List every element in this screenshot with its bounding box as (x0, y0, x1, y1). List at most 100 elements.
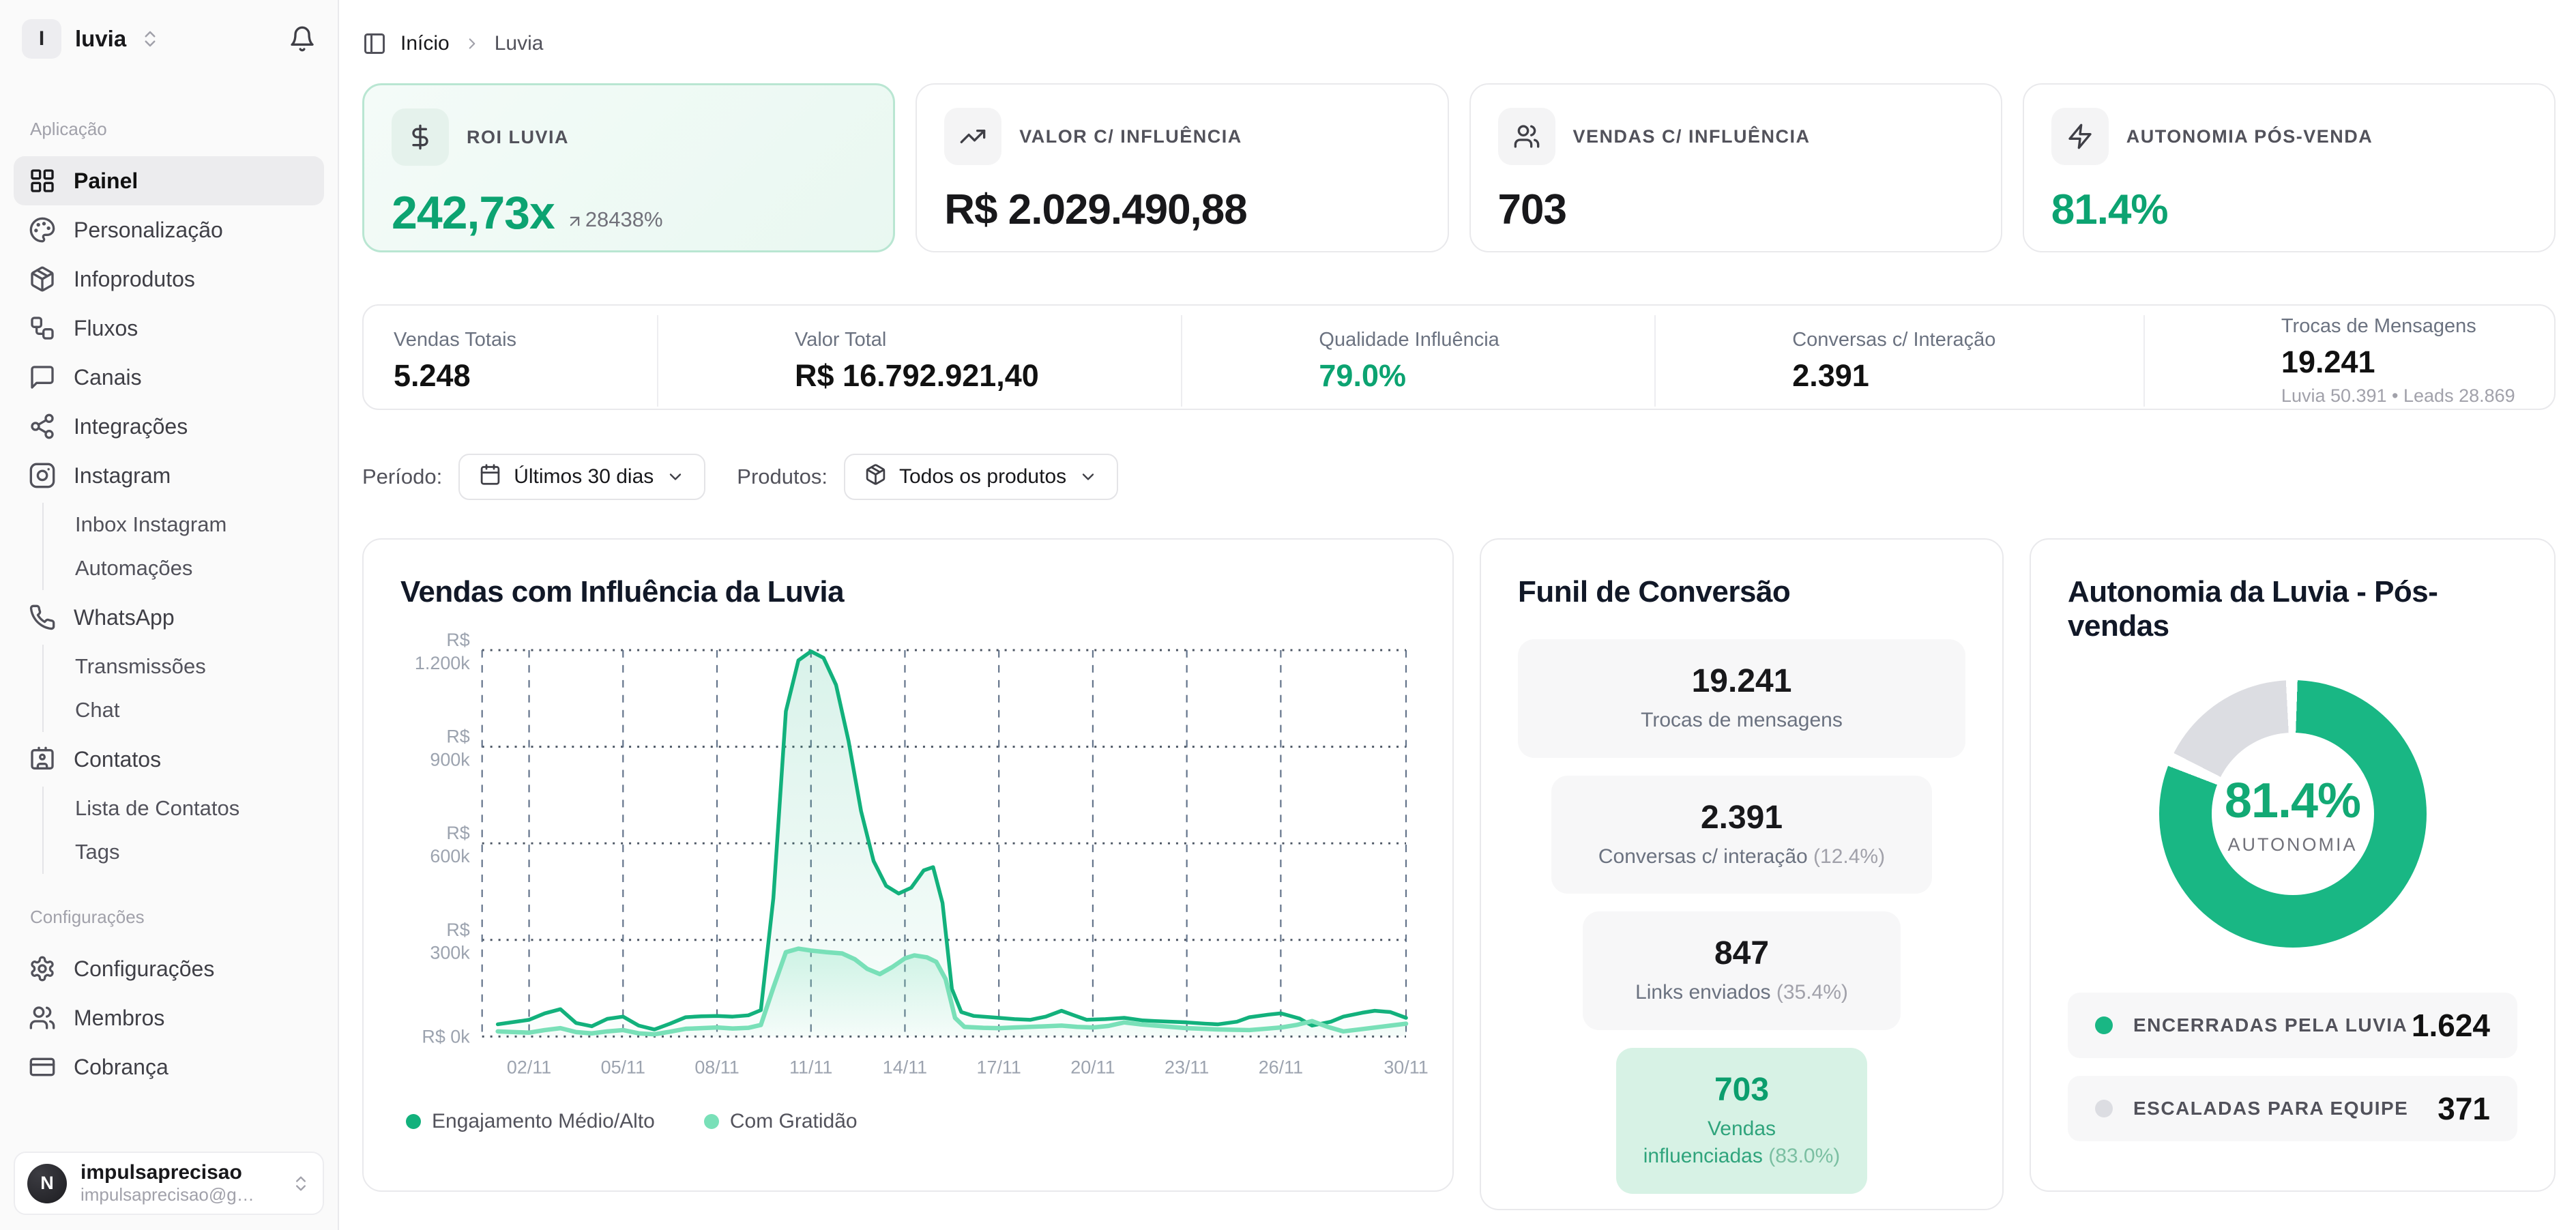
palette-icon (29, 217, 55, 243)
svg-text:14/11: 14/11 (883, 1057, 927, 1077)
autonomy-title: Autonomia da Luvia - Pós-vendas (2068, 575, 2438, 643)
sidebar-item-automacoes[interactable]: Automações (75, 556, 193, 580)
kpi-label: VALOR C/ INFLUÊNCIA (1019, 126, 1242, 147)
user-email: impulsaprecisao@gm... (80, 1184, 265, 1205)
sidebar-item-personalizacao[interactable]: Personalização (14, 205, 324, 254)
legend-dot (406, 1114, 421, 1130)
share-nodes-icon (31, 413, 54, 439)
svg-text:R$: R$ (446, 823, 469, 843)
sidebar-item-configuracoes[interactable]: Configurações (14, 944, 324, 993)
sidebar-item-tags[interactable]: Tags (75, 840, 120, 864)
svg-text:30/11: 30/11 (1384, 1057, 1428, 1077)
svg-text:1.200k: 1.200k (415, 653, 470, 673)
instagram-icon (29, 463, 55, 488)
svg-text:900k: 900k (430, 749, 470, 770)
chevron-down-icon (670, 473, 682, 480)
gear-icon (31, 956, 54, 982)
period-select[interactable]: Últimos 30 dias (458, 454, 706, 500)
autonomy-donut-chart: 81.4% AUTONOMIA (2158, 680, 2427, 948)
sales-influence-chart: R$ 1.200k R$ 900k R$ 600k R$ 300k R$ 0k 02/11 05/1… (400, 630, 1429, 1099)
svg-text:23/11: 23/11 (1165, 1057, 1209, 1077)
sidebar-item-transmissoes[interactable]: Transmissões (75, 654, 206, 678)
donut-legend-label: ENCERRADAS PELA LUVIA (2133, 1014, 2408, 1036)
panel-left-icon[interactable] (362, 31, 387, 56)
stat-label: Valor Total (795, 328, 887, 351)
funnel-stage-percent: (12.4%) (1813, 845, 1886, 868)
svg-text:R$: R$ (446, 920, 469, 940)
sidebar-item-label: WhatsApp (74, 604, 175, 630)
funnel-stage-links-enviados: 847 Links enviados (35.4%) (1583, 911, 1901, 1030)
sidebar-item-label: Membros (74, 1005, 165, 1030)
nav-section-label: Configurações (30, 907, 145, 927)
chevrons-up-down-icon (291, 1174, 310, 1193)
users-icon (29, 1006, 55, 1029)
workspace-switcher[interactable]: I luvia (22, 19, 160, 59)
chevrons-up-down-icon (296, 1176, 306, 1190)
sidebar-item-fluxos[interactable]: Fluxos (14, 304, 324, 353)
kpi-card-valor-c-influencia[interactable]: VALOR C/ INFLUÊNCIA R$ 2.029.490,88 (916, 83, 1449, 252)
kpi-value: R$ 2.029.490,88 (944, 186, 1247, 233)
funnel-stage-label: Trocas de mensagens (1641, 709, 1843, 731)
workspace-row: I luvia (14, 16, 324, 61)
sidebar-item-chat[interactable]: Chat (75, 698, 120, 722)
chevrons-up-down-icon (140, 29, 160, 49)
sidebar-item-painel[interactable]: Painel (14, 156, 324, 205)
donut-legend-value: 1.624 (2411, 1008, 2490, 1043)
sidebar-item-whatsapp[interactable]: WhatsApp (14, 593, 324, 642)
funnel-stage-vendas-influenciadas: 703 Vendas influenciadas (83.0%) (1616, 1047, 1867, 1194)
bell-icon[interactable] (289, 25, 316, 53)
panels-row: Vendas com Influência da Luvia R$ 1.200k R… (362, 538, 2556, 1210)
stat-label: Qualidade Influência (1319, 328, 1499, 351)
svg-text:20/11: 20/11 (1070, 1057, 1115, 1077)
sidebar-item-label: Instagram (74, 463, 171, 488)
sidebar-item-lista-de-contatos[interactable]: Lista de Contatos (75, 796, 240, 820)
svg-text:02/11: 02/11 (507, 1057, 551, 1077)
sidebar-item-integracoes[interactable]: Integrações (14, 402, 324, 451)
kpi-value: 242,73x (392, 187, 555, 239)
chevrons-up-down-icon (145, 31, 156, 47)
stat-qualidade-influencia: Qualidade Influência 79.0% (1181, 315, 1654, 407)
sidebar-item-instagram[interactable]: Instagram (14, 451, 324, 500)
period-value: Últimos 30 dias (514, 465, 654, 488)
kpi-card-autonomia-pos-venda[interactable]: AUTONOMIA PÓS-VENDA 81.4% (2022, 83, 2556, 252)
chevron-down-icon (1079, 467, 1098, 486)
sidebar-item-membros[interactable]: Membros (14, 993, 324, 1042)
sidebar-item-label: Configurações (74, 956, 215, 981)
stat-valor-total: Valor Total R$ 16.792.921,40 (657, 315, 1181, 407)
donut-center: 81.4% AUTONOMIA (2211, 733, 2374, 895)
user-name: impulsaprecisao (80, 1161, 242, 1184)
donut-legend-label: ESCALADAS PARA EQUIPE (2133, 1098, 2409, 1119)
products-select[interactable]: Todos os produtos (843, 454, 1119, 500)
products-value: Todos os produtos (898, 465, 1067, 488)
panel-left-icon (364, 33, 385, 54)
package-icon (866, 463, 886, 485)
nav-section-label: Aplicação (30, 119, 107, 139)
kpi-value-row: 703 (1498, 186, 1974, 234)
stat-value: R$ 16.792.921,40 (795, 357, 1039, 393)
calendar-icon (479, 463, 501, 491)
products-label: Produtos: (737, 465, 828, 488)
svg-text:05/11: 05/11 (601, 1057, 645, 1077)
stat-label: Conversas c/ Interação (1792, 328, 1996, 351)
sidebar-item-infoprodutos[interactable]: Infoprodutos (14, 254, 324, 304)
kpi-icon-box (1497, 108, 1555, 165)
funnel-stage-trocas-de-mensagens: 19.241 Trocas de mensagens (1518, 639, 1965, 758)
sidebar-item-cobranca[interactable]: Cobrança (14, 1042, 324, 1092)
kpi-header: ROI LUVIA (392, 108, 866, 166)
kpi-header: VENDAS C/ INFLUÊNCIA (1497, 108, 1974, 165)
funnel-stage-conversas-c-interacao: 2.391 Conversas c/ interação (12.4%) (1551, 775, 1932, 894)
sidebar-item-inbox-instagram[interactable]: Inbox Instagram (75, 512, 227, 536)
sidebar-item-label: Painel (74, 168, 138, 193)
bell-icon (291, 26, 314, 52)
breadcrumb-home[interactable]: Início (400, 32, 450, 55)
sidebar-item-contatos[interactable]: Contatos (14, 735, 324, 784)
sidebar-item-canais[interactable]: Canais (14, 353, 324, 402)
kpi-card-roi-luvia[interactable]: ROI LUVIA 242,73x 28438% (362, 83, 896, 252)
id-card-icon (31, 746, 54, 770)
user-menu[interactable]: N impulsaprecisao impulsaprecisao@gm... (14, 1152, 324, 1215)
kpi-value-row: 242,73x 28438% (392, 186, 866, 239)
kpi-card-vendas-c-influencia[interactable]: VENDAS C/ INFLUÊNCIA 703 (1469, 83, 2002, 252)
avatar: N (27, 1163, 67, 1203)
